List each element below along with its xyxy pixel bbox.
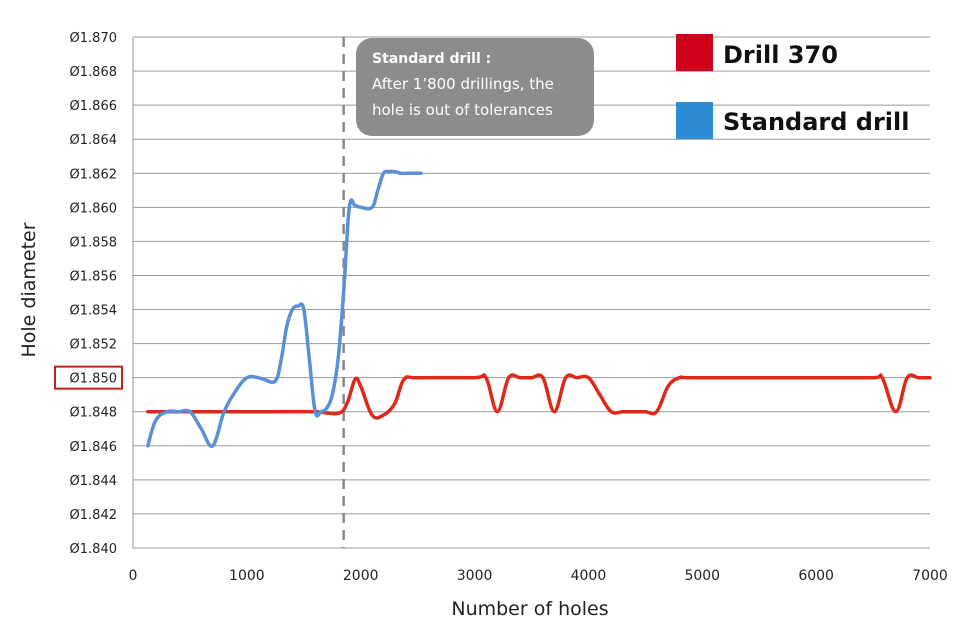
y-tick-label: Ø1.862 [70, 167, 117, 182]
y-tick-label: Ø1.860 [70, 201, 117, 216]
y-tick-label: Ø1.848 [70, 406, 117, 421]
highlight-box [54, 365, 123, 390]
x-tick-label: 3000 [457, 568, 493, 584]
x-tick-label: 6000 [798, 568, 834, 584]
x-tick-label: 2000 [343, 568, 379, 584]
y-tick-label: Ø1.842 [70, 508, 117, 523]
y-tick-label: Ø1.868 [70, 65, 117, 80]
y-tick-label: Ø1.852 [70, 338, 117, 353]
annotation-line: hole is out of tolerances [372, 101, 553, 119]
y-axis-title: Hole diameter [18, 222, 40, 357]
y-tick-label: Ø1.858 [70, 235, 117, 250]
series-lines [146, 169, 932, 448]
y-tick-label: Ø1.854 [70, 304, 117, 319]
x-tick-label: 0 [129, 568, 138, 584]
y-tick-label: Ø1.870 [70, 31, 117, 46]
y-tick-label: Ø1.856 [70, 269, 117, 284]
legend-swatch [676, 102, 713, 139]
x-axis-ticks: 0 1000 2000 3000 4000 5000 6000 7000 [129, 568, 948, 584]
x-axis-title: Number of holes [451, 598, 608, 620]
y-tick-label: Ø1.840 [70, 542, 117, 557]
y-tick-label: Ø1.846 [70, 440, 117, 455]
x-tick-label: 5000 [684, 568, 720, 584]
annotation-callout: Standard drill : After 1’800 drillings, … [356, 38, 594, 136]
x-tick-label: 1000 [229, 568, 265, 584]
y-tick-label: Ø1.850 [70, 372, 117, 387]
legend-label: Standard drill [723, 108, 909, 136]
legend: Drill 370 Standard drill [676, 34, 909, 139]
x-tick-label: 7000 [912, 568, 948, 584]
legend-label: Drill 370 [723, 41, 838, 69]
y-tick-label: Ø1.844 [70, 474, 117, 489]
annotation-line: After 1’800 drillings, the [372, 75, 554, 93]
series-line-drill-370 [146, 373, 932, 420]
annotation-title: Standard drill : [372, 51, 491, 67]
y-tick-label: Ø1.866 [70, 99, 117, 114]
y-tick-label: Ø1.864 [70, 133, 117, 148]
legend-swatch [676, 34, 713, 71]
x-tick-label: 4000 [571, 568, 607, 584]
series-line-standard-drill [146, 169, 423, 448]
annotation-box [356, 38, 594, 136]
y-axis-ticks: Ø1.870 Ø1.868 Ø1.866 Ø1.864 Ø1.862 Ø1.860 Ø1.8… [54, 31, 123, 557]
